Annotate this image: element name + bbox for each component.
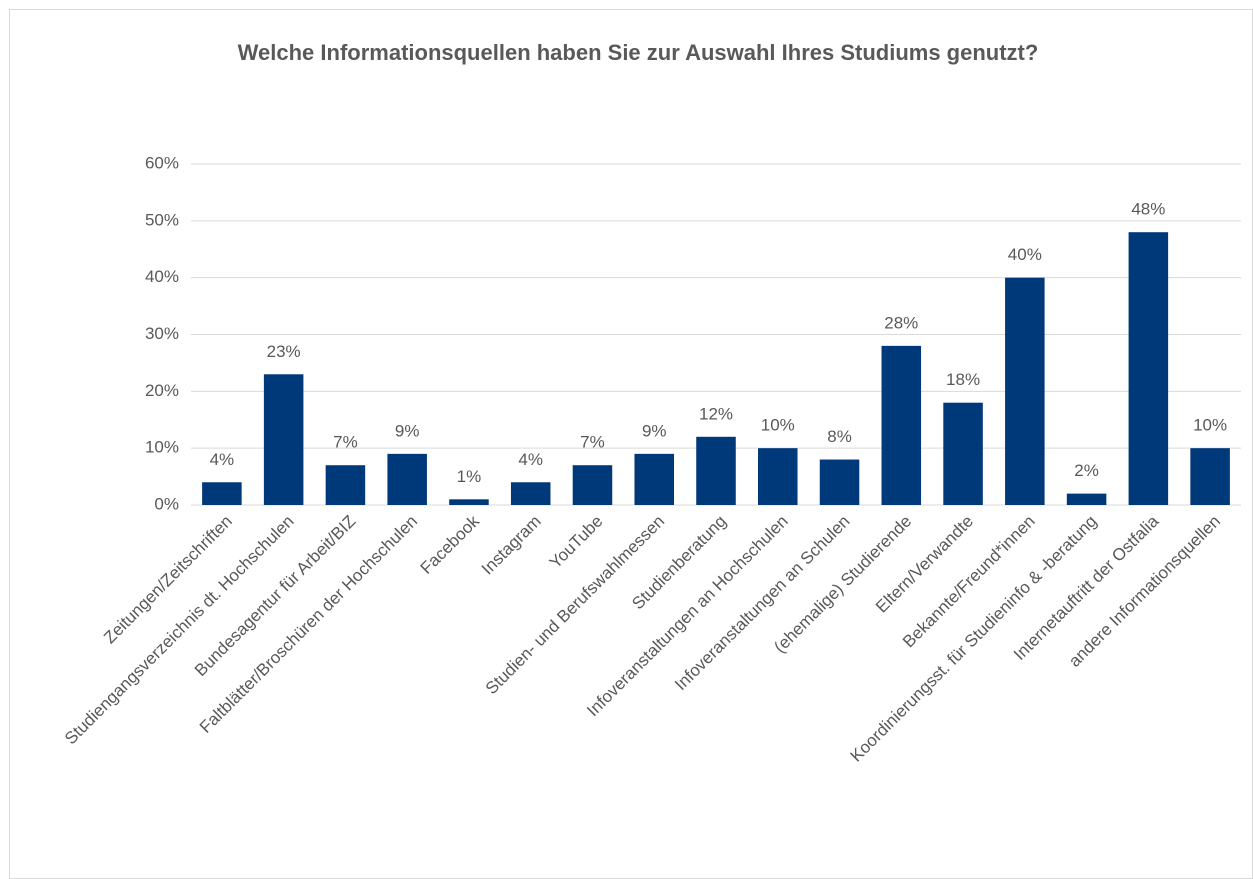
data-label: 48%: [1131, 200, 1165, 219]
x-tick-label: YouTube: [546, 512, 607, 573]
bar: [325, 465, 366, 505]
data-label: 7%: [333, 433, 358, 452]
x-tick-label: Facebook: [417, 511, 484, 578]
data-label: 12%: [699, 404, 733, 423]
data-label: 10%: [761, 416, 795, 435]
data-label: 28%: [884, 313, 918, 332]
y-tick-label: 10%: [145, 438, 179, 457]
bar: [572, 465, 613, 505]
data-label: 23%: [267, 342, 301, 361]
bar: [387, 453, 427, 505]
y-tick-label: 20%: [145, 381, 179, 400]
data-label: 8%: [827, 427, 852, 446]
data-label: 9%: [642, 421, 667, 440]
x-tick-label: Instagram: [478, 512, 545, 579]
data-label: 2%: [1074, 461, 1099, 480]
bar: [510, 482, 551, 505]
chart-frame: [9, 9, 1253, 879]
bar: [696, 436, 736, 505]
y-tick-label: 60%: [145, 153, 179, 172]
bar: [449, 499, 489, 505]
bar: [943, 402, 983, 505]
x-tick-label: Studiengangsverzeichnis dt. Hochschulen: [61, 512, 298, 749]
bar: [1128, 232, 1169, 505]
bar: [1005, 277, 1045, 505]
bar: [263, 374, 304, 505]
bar: [202, 482, 242, 505]
y-tick-label: 50%: [145, 210, 179, 229]
data-label: 10%: [1193, 416, 1227, 435]
bar: [634, 453, 674, 505]
bar: [758, 448, 798, 505]
data-label: 4%: [210, 450, 235, 469]
x-tick-label: Faltblätter/Broschüren der Hochschulen: [196, 512, 421, 737]
data-label: 4%: [518, 450, 543, 469]
data-label: 1%: [457, 467, 482, 486]
bar: [1066, 493, 1107, 505]
chart-title: Welche Informationsquellen haben Sie zur…: [237, 40, 1039, 65]
bar: [881, 345, 922, 505]
bar: [1190, 448, 1230, 505]
y-tick-label: 30%: [145, 324, 179, 343]
data-label: 7%: [580, 433, 605, 452]
data-label: 9%: [395, 421, 420, 440]
bar: [819, 459, 860, 505]
data-label: 18%: [946, 370, 980, 389]
y-tick-label: 40%: [145, 267, 179, 286]
y-tick-label: 0%: [154, 494, 179, 513]
data-label: 40%: [1008, 245, 1042, 264]
